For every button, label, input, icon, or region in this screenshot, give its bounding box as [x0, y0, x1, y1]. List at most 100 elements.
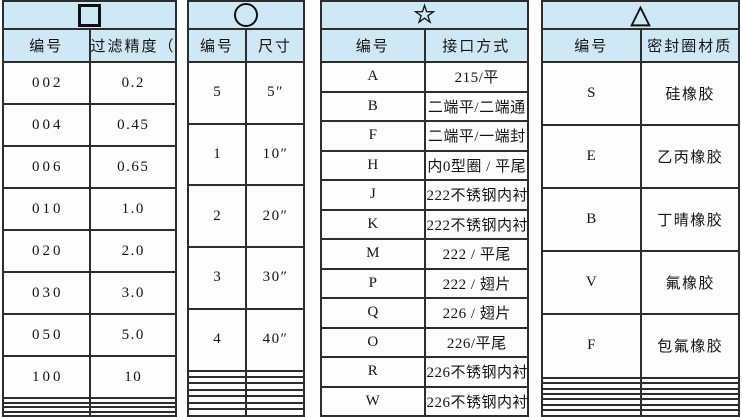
- cell-code: A: [320, 61, 426, 93]
- cell-value: 包氟橡胶: [639, 313, 740, 379]
- table-row: [187, 408, 305, 417]
- table-row: 4 40″: [187, 307, 305, 372]
- cell-code: 2: [187, 184, 247, 249]
- cell-code: 050: [2, 313, 91, 358]
- cell-value: [245, 375, 305, 385]
- cell-code: [541, 376, 642, 385]
- cell-value: 5″: [245, 61, 305, 125]
- seal-material-column-header: 密封圈材质: [639, 28, 740, 63]
- table-row: 030 3.0: [2, 271, 177, 316]
- cell-value: [245, 388, 305, 398]
- table-row: H 内0型圈 / 平尾: [320, 149, 529, 181]
- cell-code: 006: [2, 145, 91, 190]
- cell-value: 226不锈钢内衬/平尾: [423, 385, 529, 417]
- cell-value: 1.0: [88, 187, 177, 232]
- cell-code: 3: [187, 246, 247, 310]
- table-row: 004 0.45: [2, 103, 177, 148]
- table-row: [187, 401, 305, 411]
- circle-icon: [234, 3, 258, 27]
- table-row: 3 30″: [187, 246, 305, 310]
- cell-value: 2.0: [88, 229, 177, 274]
- cell-value: 222 / 平尾: [423, 238, 529, 270]
- cell-value: 10: [88, 355, 177, 400]
- cell-code: 030: [2, 271, 91, 316]
- table-row: [541, 403, 740, 412]
- cell-code: [187, 408, 247, 417]
- filtration-precision-column-header: 过滤精度（um）: [88, 28, 177, 63]
- table-row: 100 10: [2, 355, 177, 400]
- table-seal-material: △ 编号 密封圈材质 S 硅橡胶 E 乙丙橡胶 B 丁晴橡胶 V 氟橡胶 F 包氟橡胶: [541, 0, 740, 417]
- cell-value: 226不锈钢内衬/翅片: [423, 356, 529, 388]
- cell-value: 30″: [245, 246, 305, 310]
- cell-code: 002: [2, 60, 91, 106]
- symbol-header-cell: ☆: [320, 0, 529, 30]
- size-table: 编号 尺寸 5 5″ 1 10″ 2 20″ 3 30″ 4 40″: [187, 0, 305, 417]
- table-row: B 丁晴橡胶: [541, 187, 740, 253]
- cell-code: B: [541, 187, 642, 253]
- table-row: 020 2.0: [2, 229, 177, 274]
- table-row: [2, 401, 177, 409]
- symbol-header-row: [187, 0, 305, 30]
- cell-value: [245, 369, 305, 379]
- cell-code: 004: [2, 103, 91, 148]
- cell-code: [187, 395, 247, 405]
- cell-value: [639, 403, 740, 412]
- table-row: [2, 405, 177, 413]
- table-row: F 二端平/一端封: [320, 120, 529, 152]
- cell-value: 226/平尾: [423, 326, 529, 358]
- cell-code: [2, 401, 91, 409]
- table-row: [541, 409, 740, 417]
- cell-code: K: [320, 208, 426, 240]
- cell-code: [187, 382, 247, 392]
- cell-code: M: [320, 238, 426, 270]
- table-row: S 硅橡胶: [541, 60, 740, 127]
- table-row: 5 5″: [187, 61, 305, 125]
- table-row: [2, 410, 177, 417]
- cell-code: B: [320, 90, 426, 122]
- table-row: [187, 369, 305, 379]
- table-row: [187, 375, 305, 385]
- symbol-header-cell: [187, 0, 305, 30]
- size-column-header: 尺寸: [245, 28, 305, 63]
- cell-code: [541, 409, 642, 417]
- cell-code: O: [320, 326, 426, 358]
- filtration-precision-table: 编号过滤精度（um）0020.20040.450060.650101.00202…: [2, 0, 177, 417]
- table-row: E 乙丙橡胶: [541, 124, 740, 190]
- table-row: 050 5.0: [2, 313, 177, 358]
- table-row: [541, 392, 740, 401]
- table-row: [541, 376, 740, 385]
- cell-value: [639, 409, 740, 417]
- cell-code: 1: [187, 122, 247, 187]
- cell-code: 100: [2, 355, 91, 400]
- column-header-row: 编号 密封圈材质: [541, 28, 740, 63]
- symbol-header-cell: [2, 0, 177, 30]
- table-row: 2 20″: [187, 184, 305, 249]
- cell-value: 3.0: [88, 271, 177, 316]
- cell-value: [245, 401, 305, 411]
- table-size: 编号 尺寸 5 5″ 1 10″ 2 20″ 3 30″ 4 40″: [187, 0, 305, 417]
- cell-value: 二端平/一端封: [423, 120, 529, 152]
- cell-value: [639, 387, 740, 396]
- code-column-header: 编号: [320, 28, 426, 63]
- cell-value: 氟橡胶: [639, 250, 740, 316]
- cell-code: F: [320, 120, 426, 152]
- cell-code: [2, 397, 91, 404]
- table-row: O 226/平尾: [320, 326, 529, 358]
- cell-value: 226 / 翅片: [423, 297, 529, 329]
- cell-value: 215/平: [423, 61, 529, 93]
- code-column-header: 编号: [541, 28, 642, 63]
- table-row: [187, 382, 305, 392]
- cell-value: [639, 376, 740, 385]
- cell-value: 222 / 翅片: [423, 267, 529, 299]
- table-row: V 氟橡胶: [541, 250, 740, 316]
- square-icon: [78, 3, 101, 27]
- cell-value: 40″: [245, 307, 305, 372]
- cell-code: R: [320, 356, 426, 388]
- cell-code: [187, 388, 247, 398]
- cell-value: 乙丙橡胶: [639, 124, 740, 190]
- cell-code: F: [541, 313, 642, 379]
- cell-value: [88, 401, 177, 409]
- cell-value: 5.0: [88, 313, 177, 358]
